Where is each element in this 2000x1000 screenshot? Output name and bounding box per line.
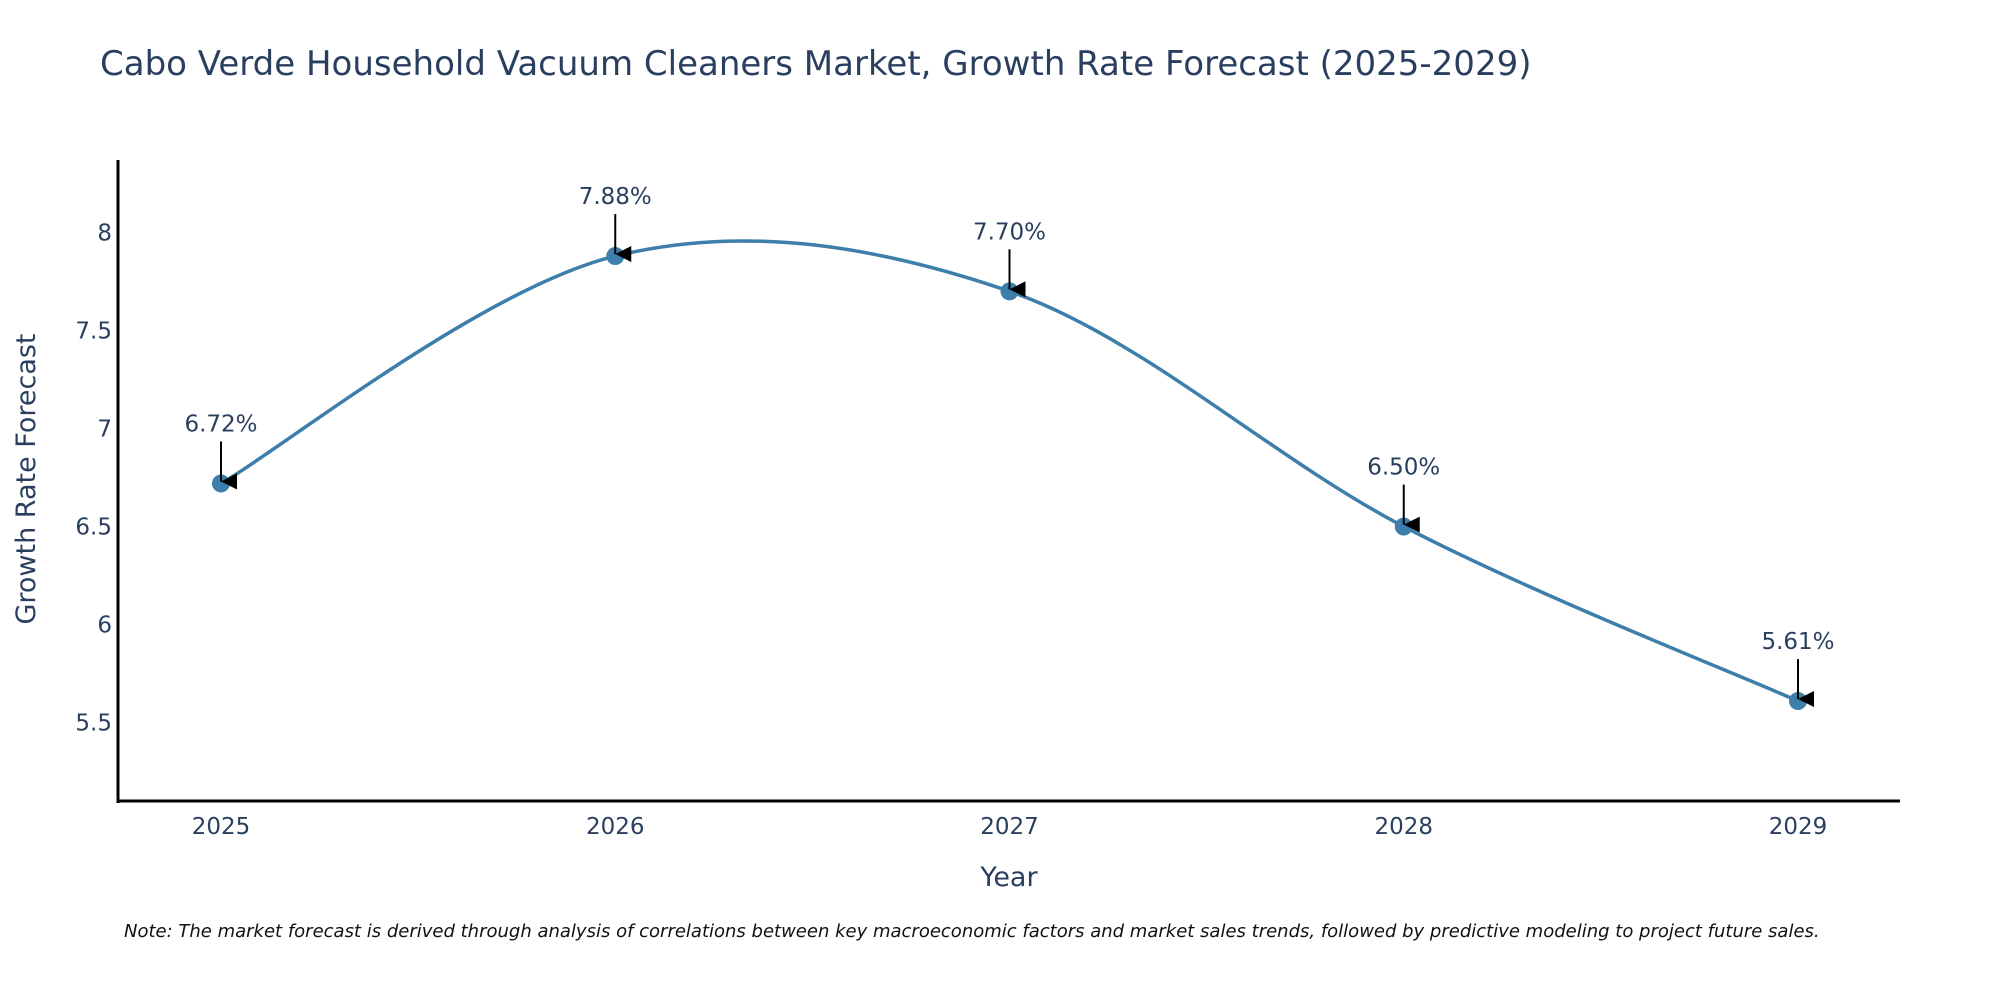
data-label: 6.50% (1367, 455, 1440, 481)
y-axis-title: Growth Rate Forecast (11, 333, 42, 624)
plot-area: 5.5 6 6.5 7 7.5 8 2025 2026 2027 2028 2029 6.72% 7.8… (75, 184, 1834, 840)
y-tick-label: 7.5 (75, 319, 112, 345)
series-line (220, 239, 1799, 703)
footnote: Note: The market forecast is derived thr… (124, 921, 1820, 942)
y-tick-label: 5.5 (75, 711, 112, 737)
x-tick-label: 2028 (1374, 814, 1433, 840)
x-axis-title: Year (979, 862, 1038, 893)
chart-title: Cabo Verde Household Vacuum Cleaners Mar… (100, 44, 1532, 84)
data-label: 6.72% (184, 411, 257, 437)
y-tick-label: 7 (97, 417, 112, 443)
y-tick-label: 6.5 (75, 515, 112, 541)
data-label: 7.88% (579, 184, 652, 210)
data-label: 5.61% (1761, 629, 1834, 655)
y-tick-label: 6 (97, 613, 112, 639)
x-tick-label: 2025 (192, 814, 251, 840)
data-label: 7.70% (973, 219, 1046, 245)
x-tick-label: 2027 (980, 814, 1039, 840)
y-tick-label: 8 (97, 221, 112, 247)
x-tick-label: 2029 (1769, 814, 1828, 840)
x-tick-label: 2026 (586, 814, 645, 840)
